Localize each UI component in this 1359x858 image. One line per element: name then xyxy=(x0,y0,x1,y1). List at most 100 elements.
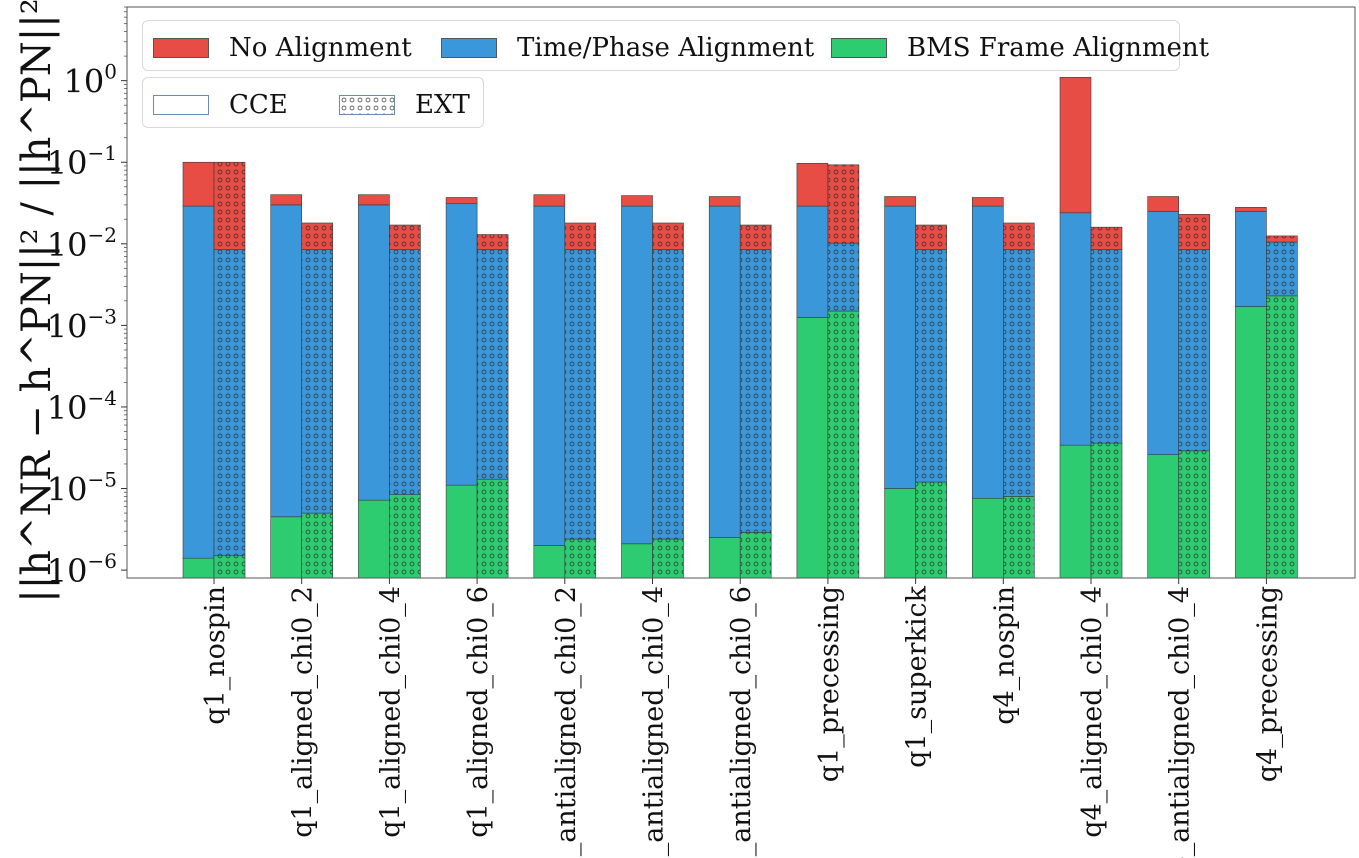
bar-cce-time-phase-alignment xyxy=(182,205,215,559)
bar-cce-no-alignment xyxy=(445,197,478,205)
bar-hatch-ext-no-alignment xyxy=(1003,222,1035,250)
legend-item-ext: EXT xyxy=(339,90,470,120)
bar-hatch-ext-no-alignment xyxy=(740,225,772,250)
legend-swatch-no-alignment xyxy=(153,38,209,58)
bar-hatch-ext-no-alignment xyxy=(389,225,421,250)
legend-alignment: No Alignment Time/Phase Alignment BMS Fr… xyxy=(142,20,1209,71)
bar-cce-bms-frame-alignment xyxy=(533,545,566,579)
x-tick-label: q1_nospin xyxy=(200,586,231,725)
bar-cce-no-alignment xyxy=(1147,196,1179,212)
x-tick-label: q4_precessing xyxy=(1252,586,1283,782)
legend-extraction: CCE EXT xyxy=(142,77,484,128)
bar-cce-time-phase-alignment xyxy=(533,205,566,546)
x-tick-label: q4_aligned_chi0_4 xyxy=(1077,586,1108,838)
y-tick-label: 10−5 xyxy=(47,468,117,509)
x-tick-label: q1_aligned_chi0_6 xyxy=(463,586,494,838)
legend-label-ext: EXT xyxy=(415,90,470,120)
bar-hatch-ext-bms-frame-alignment xyxy=(1178,450,1210,578)
bar-cce-time-phase-alignment xyxy=(1235,211,1267,307)
bar-hatch-ext-time-phase-alignment xyxy=(564,249,596,540)
bar-hatch-ext-bms-frame-alignment xyxy=(740,532,772,578)
x-tick-label: q1_antialigned_chi0_4 xyxy=(639,586,670,858)
x-tick-label: q4_antialigned_chi0_4 xyxy=(1165,586,1196,858)
bar-cce-no-alignment xyxy=(1235,207,1267,212)
legend-label-no-alignment: No Alignment xyxy=(229,33,412,63)
bar-hatch-ext-no-alignment xyxy=(1178,214,1210,250)
legend-swatch-ext xyxy=(339,95,395,115)
x-tick-label: q1_superkick xyxy=(902,585,933,767)
y-tick-label: 10−2 xyxy=(47,223,117,264)
legend-label-cce: CCE xyxy=(229,90,288,120)
bar-hatch-ext-time-phase-alignment xyxy=(740,249,772,533)
bar-cce-time-phase-alignment xyxy=(1059,212,1092,446)
legend-label-time-phase-alignment: Time/Phase Alignment xyxy=(517,33,815,63)
bar-hatch-ext-no-alignment xyxy=(652,222,684,250)
legend-swatch-time-phase-alignment xyxy=(441,38,497,58)
bar-hatch-ext-time-phase-alignment xyxy=(389,249,421,495)
legend-label-bms-frame-alignment: BMS Frame Alignment xyxy=(907,33,1210,63)
y-tick-label: 10−3 xyxy=(47,304,117,345)
bar-hatch-ext-bms-frame-alignment xyxy=(477,479,509,578)
bar-cce-bms-frame-alignment xyxy=(621,543,653,579)
bar-cce-bms-frame-alignment xyxy=(1147,454,1179,579)
bar-hatch-ext-bms-frame-alignment xyxy=(915,482,947,578)
bar-hatch-ext-bms-frame-alignment xyxy=(214,555,245,578)
bar-hatch-ext-bms-frame-alignment xyxy=(1091,443,1122,578)
bar-cce-time-phase-alignment xyxy=(796,205,829,318)
bar-cce-time-phase-alignment xyxy=(621,205,653,545)
bar-cce-no-alignment xyxy=(884,196,916,207)
bar-hatch-ext-bms-frame-alignment xyxy=(652,539,684,578)
bar-hatch-ext-no-alignment xyxy=(1091,227,1122,250)
x-tick-label: q1_precessing xyxy=(814,586,845,782)
y-tick-label: 10−4 xyxy=(47,386,117,427)
bar-hatch-ext-time-phase-alignment xyxy=(652,249,684,540)
bar-hatch-ext-time-phase-alignment xyxy=(214,249,245,556)
bar-hatch-ext-bms-frame-alignment xyxy=(1003,496,1035,578)
x-tick-label: q1_aligned_chi0_4 xyxy=(375,586,406,838)
legend-swatch-cce xyxy=(153,95,209,115)
bar-cce-no-alignment xyxy=(270,194,303,206)
bar-hatch-ext-no-alignment xyxy=(477,234,509,250)
plot-frame xyxy=(126,6,1356,579)
x-tick-label: q4_nospin xyxy=(989,586,1020,725)
bar-cce-time-phase-alignment xyxy=(708,205,741,538)
bar-cce-no-alignment xyxy=(708,196,741,207)
bar-cce-bms-frame-alignment xyxy=(1059,444,1092,579)
bar-hatch-ext-time-phase-alignment xyxy=(827,243,859,312)
bar-cce-time-phase-alignment xyxy=(884,205,916,489)
legend-item-time-phase-alignment: Time/Phase Alignment xyxy=(441,33,814,63)
bar-cce-no-alignment xyxy=(1059,76,1092,214)
bar-hatch-ext-time-phase-alignment xyxy=(1266,242,1298,296)
bar-cce-bms-frame-alignment xyxy=(182,557,215,579)
legend-item-bms-frame-alignment: BMS Frame Alignment xyxy=(831,33,1209,63)
bar-cce-bms-frame-alignment xyxy=(971,497,1004,579)
y-axis-label-group: ||h^NR − h^PN||² / ||h^PN||² xyxy=(14,0,60,603)
y-tick-label: 10−1 xyxy=(47,141,117,182)
bar-cce-no-alignment xyxy=(358,194,390,206)
bar-hatch-ext-bms-frame-alignment xyxy=(389,494,421,578)
x-tick-label: q1_antialigned_chi0_6 xyxy=(726,586,757,858)
x-tick-label: q1_aligned_chi0_2 xyxy=(288,586,319,838)
bar-hatch-ext-bms-frame-alignment xyxy=(827,311,859,578)
bars-layer xyxy=(182,76,1298,579)
bar-hatch-ext-bms-frame-alignment xyxy=(301,513,333,578)
bar-hatch-ext-bms-frame-alignment xyxy=(564,539,596,578)
bar-cce-time-phase-alignment xyxy=(971,205,1004,499)
bar-hatch-ext-no-alignment xyxy=(301,222,333,250)
legend-item-no-alignment: No Alignment xyxy=(153,33,412,63)
bar-cce-no-alignment xyxy=(621,195,653,207)
bar-cce-time-phase-alignment xyxy=(445,203,478,486)
bar-hatch-ext-time-phase-alignment xyxy=(1003,249,1035,497)
bar-cce-time-phase-alignment xyxy=(358,204,390,501)
legend-swatch-bms-frame-alignment xyxy=(831,38,887,58)
bar-hatch-ext-time-phase-alignment xyxy=(1178,249,1210,451)
bar-hatch-ext-bms-frame-alignment xyxy=(1266,295,1298,578)
bar-cce-no-alignment xyxy=(533,194,566,207)
bar-hatch-ext-no-alignment xyxy=(1266,235,1298,243)
bar-cce-no-alignment xyxy=(971,197,1004,207)
bar-cce-bms-frame-alignment xyxy=(358,499,390,579)
bar-hatch-ext-no-alignment xyxy=(827,164,859,244)
bar-cce-bms-frame-alignment xyxy=(445,484,478,579)
bar-cce-time-phase-alignment xyxy=(270,204,303,518)
